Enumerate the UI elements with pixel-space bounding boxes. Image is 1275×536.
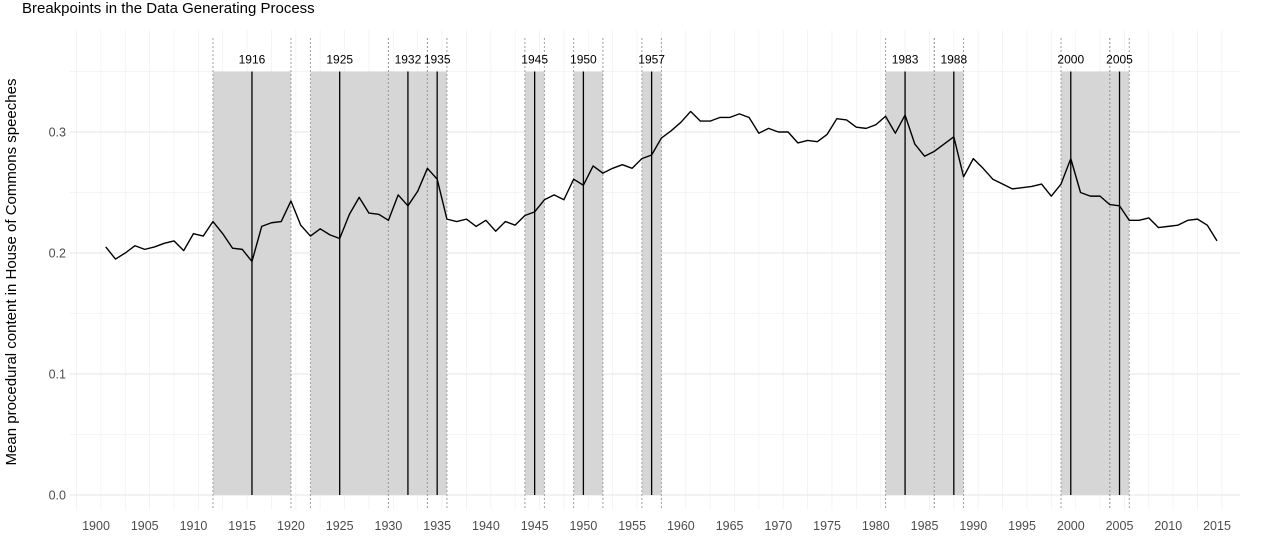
- breakpoint-label: 1916: [239, 53, 266, 67]
- confidence-interval-band: [310, 71, 389, 495]
- x-tick-label: 1980: [862, 519, 890, 533]
- x-tick-label: 1910: [180, 519, 208, 533]
- x-tick-label: 1985: [911, 519, 939, 533]
- x-tick-label: 1935: [423, 519, 451, 533]
- x-tick-label: 2015: [1203, 519, 1231, 533]
- confidence-interval-band: [885, 71, 935, 495]
- breakpoint-label: 1988: [940, 53, 967, 67]
- y-axis-title: Mean procedural content in House of Comm…: [3, 79, 20, 466]
- y-axis-ticks: 0.0 0.1 0.2 0.3: [49, 126, 66, 503]
- x-tick-label: 1940: [472, 519, 500, 533]
- x-tick-label: 1960: [667, 519, 695, 533]
- x-tick-label: 1950: [569, 519, 597, 533]
- x-tick-label: 1915: [228, 519, 256, 533]
- series-polyline: [105, 110, 1218, 263]
- confidence-interval-band: [573, 71, 603, 495]
- x-tick-label: 1945: [521, 519, 549, 533]
- chart-title: Breakpoints in the Data Generating Proce…: [22, 0, 315, 17]
- x-tick-label: 1970: [764, 519, 792, 533]
- breakpoint-label: 1945: [521, 53, 548, 67]
- x-tick-label: 1905: [131, 519, 159, 533]
- breakpoint-label: 1957: [638, 53, 665, 67]
- x-tick-label: 1965: [716, 519, 744, 533]
- x-tick-label: 1920: [277, 519, 305, 533]
- y-tick-label: 0.1: [49, 368, 66, 382]
- x-tick-label: 1925: [326, 519, 354, 533]
- breakpoint-label: 1983: [892, 53, 919, 67]
- confidence-intervals: [212, 38, 1130, 510]
- x-tick-label: 2005: [1106, 519, 1134, 533]
- x-tick-label: 1975: [813, 519, 841, 533]
- breakpoint-lines: 1916 1925 1932 1935 1945 1950 1957 1983 1988 2000…: [239, 53, 1133, 495]
- breakpoint-label: 1932: [395, 53, 422, 67]
- x-tick-label: 1900: [82, 519, 110, 533]
- breakpoint-label: 1950: [570, 53, 597, 67]
- x-tick-label: 2000: [1057, 519, 1085, 533]
- breakpoint-label: 1935: [424, 53, 451, 67]
- x-tick-label: 1990: [959, 519, 987, 533]
- x-tick-label: 1955: [618, 519, 646, 533]
- breakpoint-label: 1925: [326, 53, 353, 67]
- series-line: [105, 110, 1218, 263]
- confidence-interval-band: [1061, 71, 1110, 495]
- breakpoint-label: 2005: [1106, 53, 1133, 67]
- breakpoint-label: 2000: [1057, 53, 1084, 67]
- x-tick-label: 1995: [1008, 519, 1036, 533]
- x-axis-ticks: 1900 1905 1910 1915 1920 1925 1930 1935 1940 1945…: [82, 519, 1231, 533]
- y-tick-label: 0.0: [49, 489, 66, 503]
- x-tick-label: 2010: [1154, 519, 1182, 533]
- y-tick-label: 0.2: [49, 247, 66, 261]
- y-tick-label: 0.3: [49, 126, 66, 140]
- x-tick-label: 1930: [375, 519, 403, 533]
- confidence-interval-band: [934, 71, 964, 495]
